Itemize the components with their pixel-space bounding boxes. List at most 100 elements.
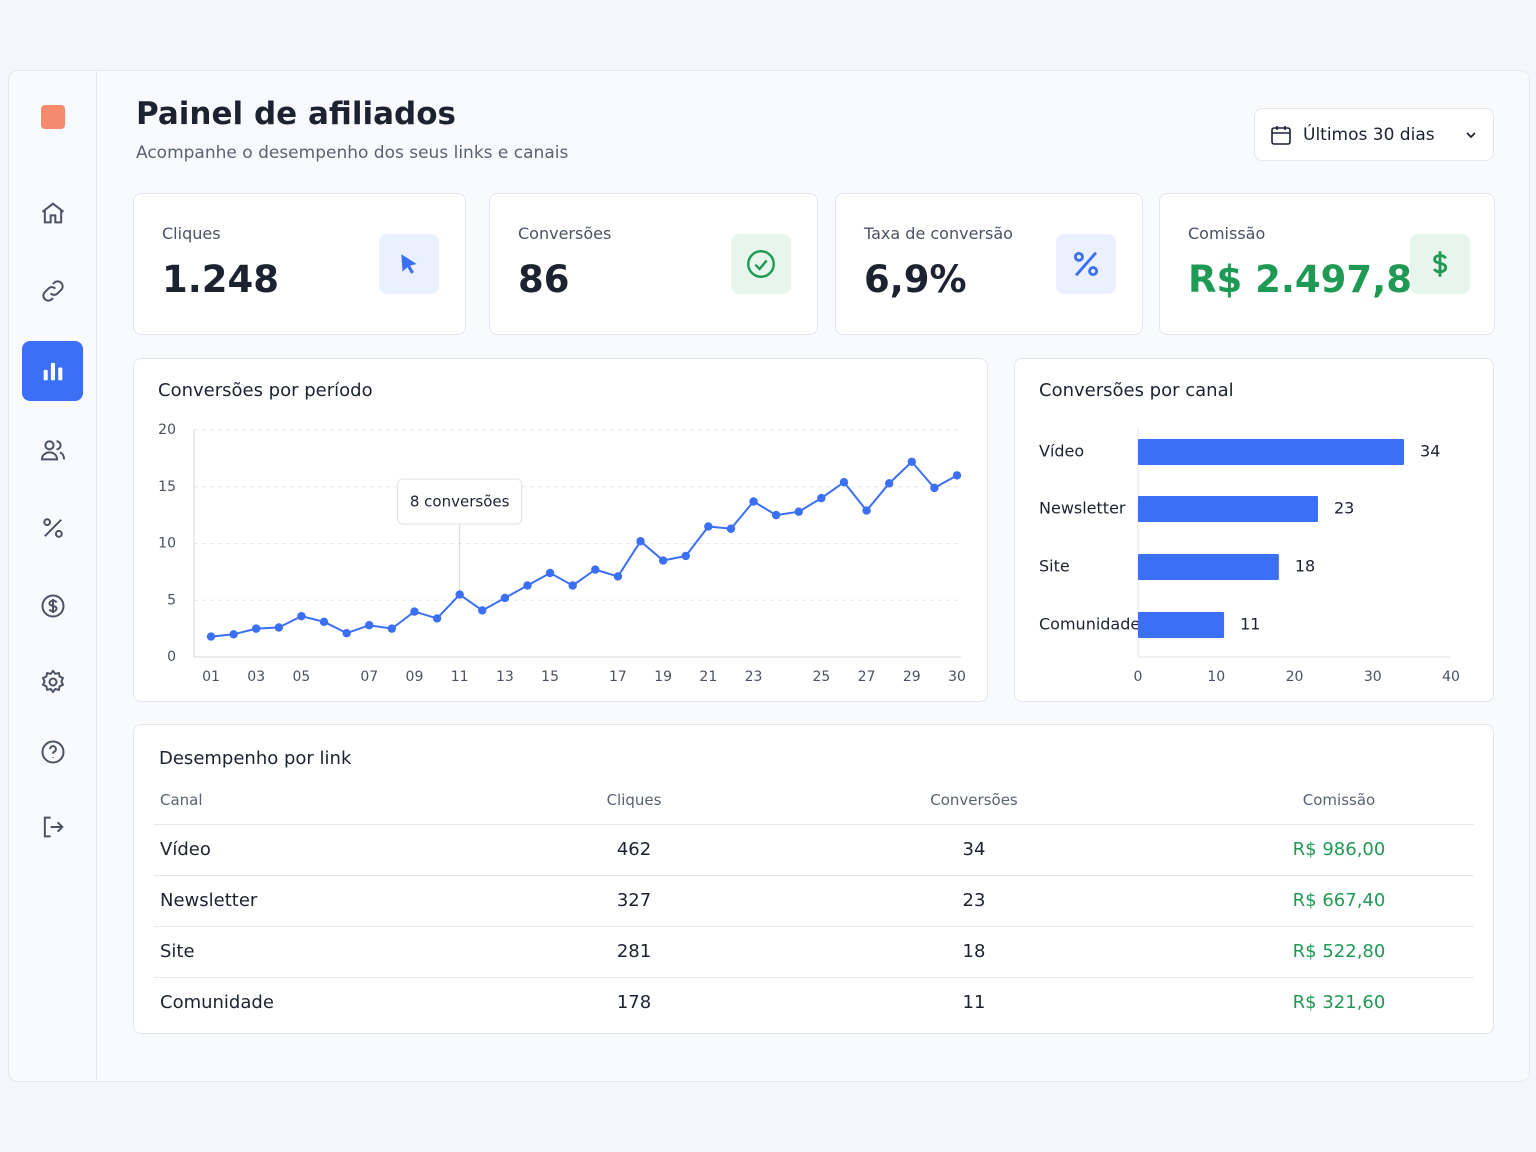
page-subtitle: Acompanhe o desempenho dos seus links e …: [136, 143, 569, 163]
chart-title: Conversões por período: [158, 380, 373, 401]
point: [206, 632, 216, 641]
y-tick-label: 0: [167, 649, 176, 665]
kpi-label: Cliques: [162, 224, 221, 243]
nav-users[interactable]: [22, 420, 83, 480]
kpi-card: Cliques 1.248: [133, 193, 466, 335]
nav-help[interactable]: [22, 722, 83, 782]
bar: [1138, 554, 1279, 580]
x-tick-label: 05: [293, 669, 311, 685]
x-tick-label: 01: [202, 669, 220, 685]
chart-title: Conversões por canal: [1039, 380, 1234, 401]
x-tick-label: 15: [541, 669, 559, 685]
value-label: 18: [1295, 557, 1315, 576]
row-divider: [154, 926, 1474, 927]
y-tick-label: 10: [158, 536, 176, 552]
x-tick-label: 23: [745, 669, 763, 685]
x-tick-label: 25: [812, 669, 830, 685]
nav-links[interactable]: [22, 261, 83, 321]
point: [771, 510, 781, 520]
line-series: [210, 460, 958, 638]
x-tick-label: 17: [609, 669, 627, 685]
point: [274, 623, 284, 632]
bar-chart-card: Conversões por canal 0 10 20 30 40 Vídeo 34 New…: [1014, 358, 1494, 702]
point: [591, 565, 600, 574]
point: [365, 621, 374, 630]
x-tick-label: 10: [1207, 669, 1225, 685]
point: [387, 624, 397, 633]
table-cell: Vídeo: [160, 839, 211, 860]
x-tick-label: 13: [496, 669, 514, 685]
nav-home[interactable]: [22, 183, 83, 243]
row-divider: [154, 875, 1474, 876]
point: [252, 624, 261, 633]
table-title: Desempenho por link: [159, 748, 352, 769]
x-tick-label: 30: [1364, 669, 1382, 685]
x-tick-label: 40: [1442, 669, 1460, 685]
category-label: Newsletter: [1039, 499, 1126, 518]
column-header: Canal: [160, 791, 203, 809]
point: [884, 479, 894, 488]
x-tick-label: 21: [699, 669, 717, 685]
nav-settings[interactable]: [22, 652, 83, 712]
category-label: Vídeo: [1039, 442, 1084, 461]
date-range-select[interactable]: Últimos 30 dias: [1254, 108, 1494, 161]
kpi-icon: [731, 234, 791, 294]
kpi-icon: [1410, 234, 1470, 294]
logo: [41, 105, 65, 129]
y-tick-label: 15: [158, 479, 176, 495]
annotation-box: [397, 478, 523, 525]
kpi-icon: [379, 234, 439, 294]
x-tick-label: 30: [948, 669, 966, 685]
point: [839, 478, 849, 487]
kpi-label: Comissão: [1188, 224, 1266, 243]
kpi-value: R$ 2.497,80: [1188, 258, 1438, 301]
category-label: Site: [1039, 557, 1070, 576]
x-tick-label: 07: [360, 669, 378, 685]
point: [749, 497, 758, 506]
point: [681, 551, 690, 561]
dollar-icon: [1433, 251, 1448, 277]
point: [545, 568, 555, 578]
y-tick-label: 5: [167, 592, 176, 608]
chevron: [1466, 131, 1476, 138]
point: [229, 630, 238, 639]
point: [455, 590, 464, 599]
point: [523, 581, 532, 590]
kpi-card: Comissão R$ 2.497,80: [1159, 193, 1495, 335]
kpi-icon: [1056, 234, 1116, 294]
y-tick-label: 20: [158, 422, 176, 438]
point: [342, 628, 351, 638]
icon: [40, 440, 65, 461]
point: [636, 537, 645, 546]
nav-logout[interactable]: [22, 797, 83, 857]
nav-percent[interactable]: [22, 498, 83, 558]
table-cell: Newsletter: [160, 890, 258, 911]
bar: [1138, 439, 1405, 465]
icon: [41, 202, 64, 224]
kpi-card: Taxa de conversão 6,9%: [835, 193, 1143, 335]
x-tick-label: 09: [406, 669, 424, 685]
point: [432, 614, 442, 623]
percent-icon: [1073, 251, 1099, 277]
nav-analytics[interactable]: [22, 341, 83, 401]
kpi-label: Taxa de conversão: [864, 224, 1013, 243]
x-tick-label: 19: [654, 669, 672, 685]
x-tick-label: 03: [247, 669, 265, 685]
x-tick-label: 20: [1286, 669, 1304, 685]
bar: [1138, 612, 1225, 638]
annotation: 8 conversões: [410, 493, 510, 511]
point: [704, 522, 713, 531]
nav-money[interactable]: [22, 576, 83, 636]
value-label: 34: [1420, 442, 1440, 461]
calendar-icon: [1271, 125, 1291, 145]
point: [500, 593, 510, 603]
point: [568, 581, 577, 590]
icon: [41, 740, 64, 764]
point: [319, 617, 329, 627]
point: [817, 493, 826, 503]
kpi-card: Conversões 86: [489, 193, 818, 335]
point: [658, 556, 668, 565]
point: [794, 507, 803, 516]
icon: [42, 518, 63, 538]
cursor-icon: [401, 254, 417, 274]
